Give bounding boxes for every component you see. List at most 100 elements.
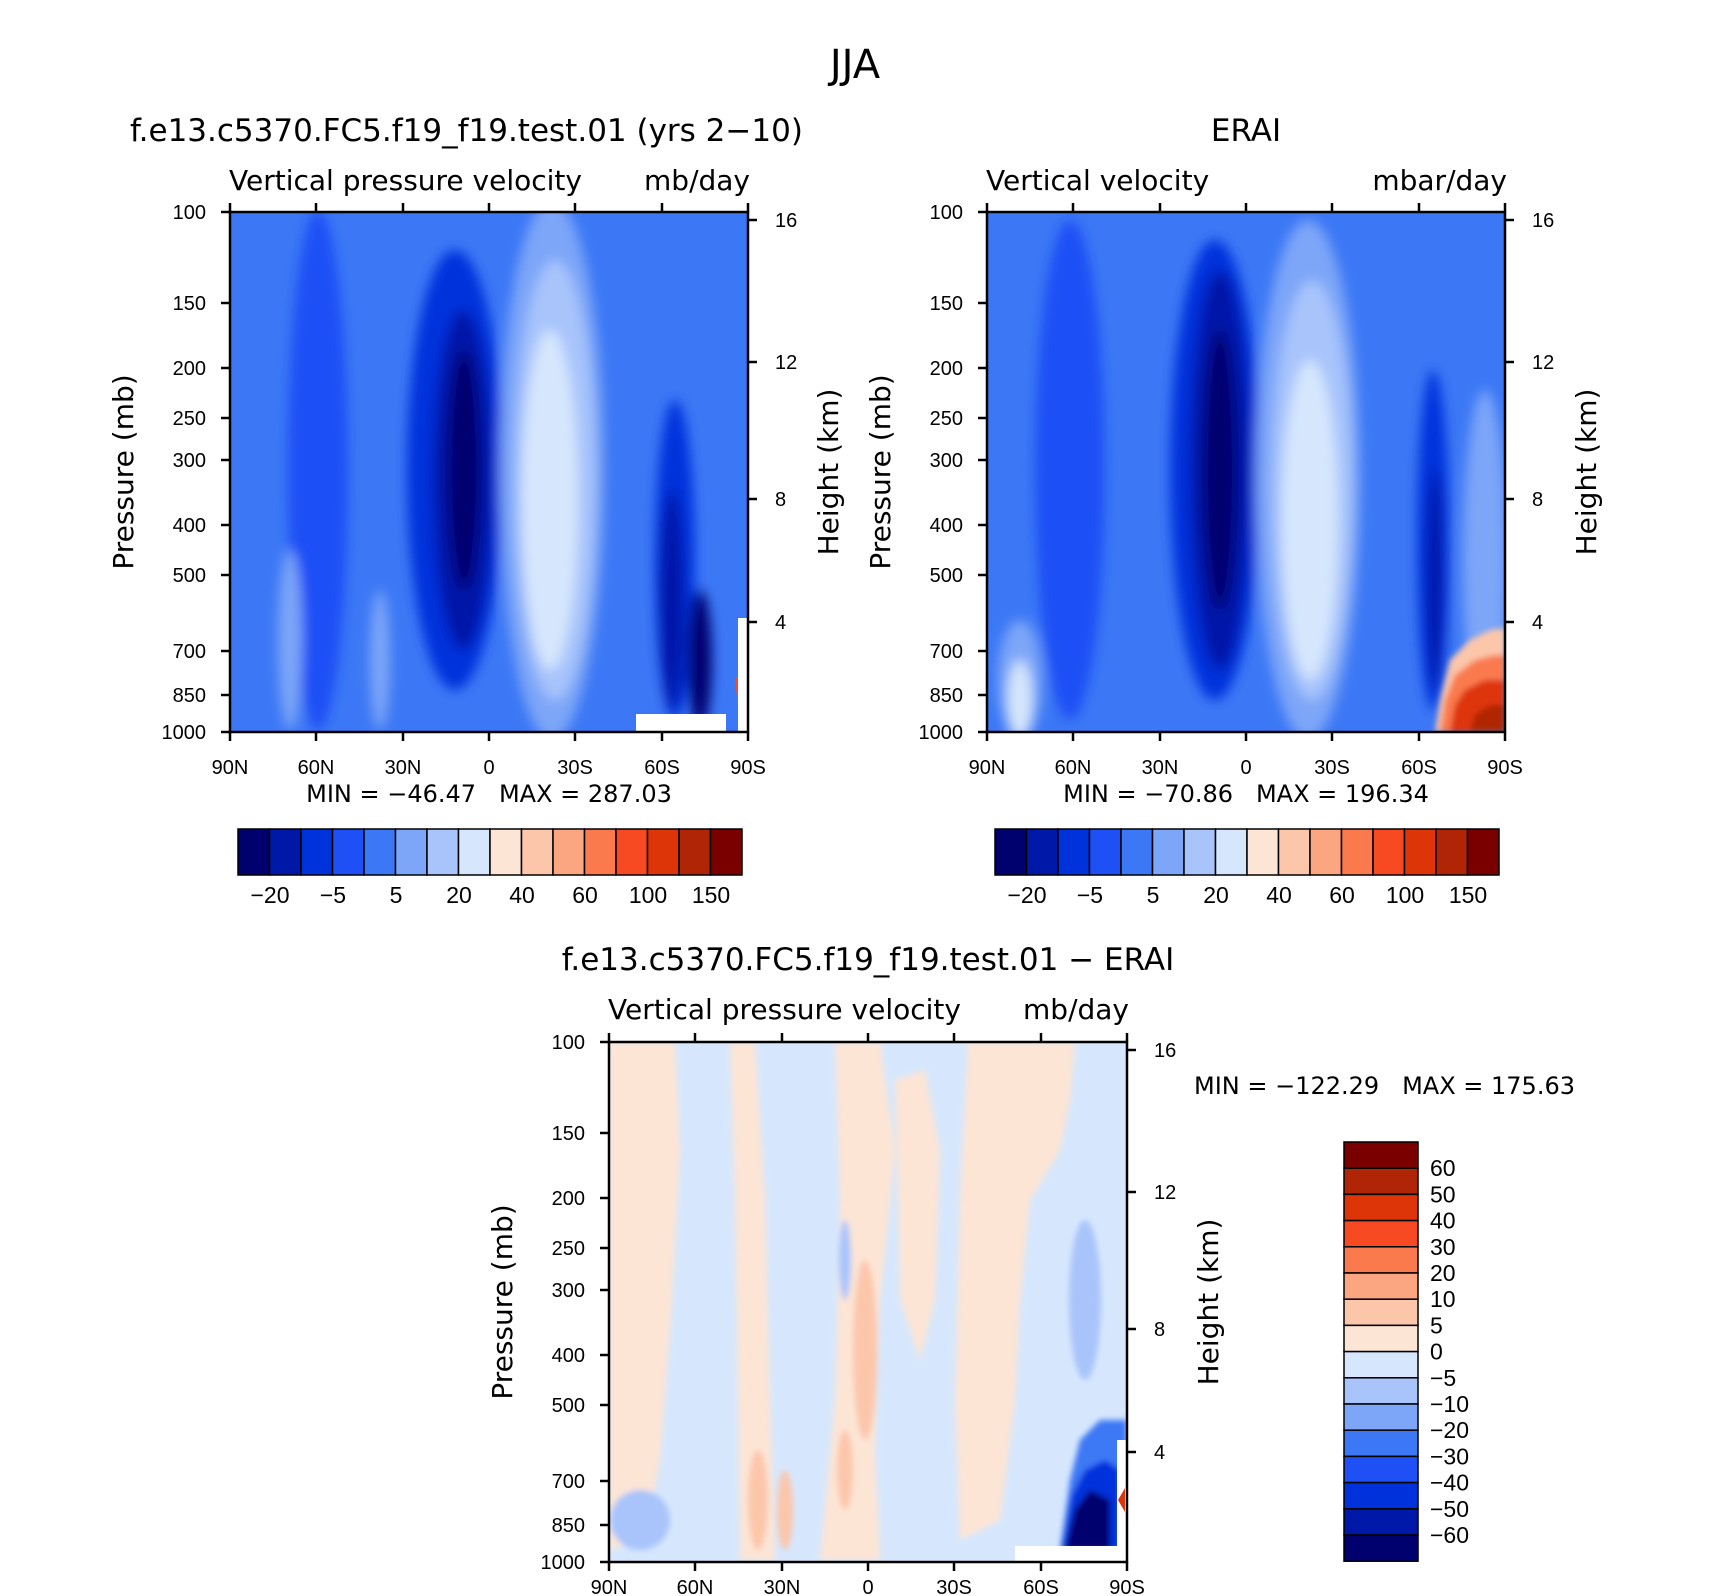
panel-model-colorbar-label: 5 bbox=[390, 882, 403, 908]
panel-model-ytick: 200 bbox=[173, 358, 206, 380]
panel-diff-ytick: 1000 bbox=[541, 1552, 586, 1574]
panel-diff-colorbar-label: 30 bbox=[1430, 1234, 1456, 1260]
panel-diff-xtick: 60S bbox=[1023, 1577, 1059, 1596]
panel-erai-colorbar-swatch bbox=[1403, 828, 1437, 876]
panel-erai-y2tick: 12 bbox=[1532, 352, 1554, 374]
panel-erai-colorbar-label: 5 bbox=[1147, 882, 1160, 908]
panel-erai-ytick: 200 bbox=[930, 358, 963, 380]
panel-diff-colorbar-label: 0 bbox=[1430, 1339, 1443, 1365]
panel-diff: f.e13.c5370.FC5.f19_f19.test.01 − ERAI V… bbox=[486, 942, 1575, 1596]
panel-diff-colorbar-swatch bbox=[1343, 1193, 1419, 1222]
panel-diff-xtick: 30S bbox=[936, 1577, 972, 1596]
panel-diff-ytick: 400 bbox=[552, 1345, 585, 1367]
panel-model-ytick: 300 bbox=[173, 450, 206, 472]
panel-diff-colorbar-label: −5 bbox=[1430, 1365, 1456, 1391]
panel-diff-colorbar-swatch bbox=[1343, 1219, 1419, 1248]
panel-erai-ytick: 300 bbox=[930, 450, 963, 472]
panel-erai-colorbar-label: 40 bbox=[1266, 882, 1292, 908]
panel-diff-colorbar-swatch bbox=[1343, 1377, 1419, 1405]
panel-erai-xtick: 30S bbox=[1314, 757, 1350, 779]
panel-erai-colorbar-label: 100 bbox=[1386, 882, 1424, 908]
panel-diff-xtick: 60N bbox=[677, 1577, 714, 1596]
panel-diff-colorbar-label: 5 bbox=[1430, 1312, 1443, 1338]
panel-diff-y2tick: 12 bbox=[1154, 1182, 1176, 1204]
panel-diff-xtick: 0 bbox=[862, 1577, 873, 1596]
panel-model-colorbar-label: 150 bbox=[692, 882, 730, 908]
panel-erai-y2tick: 4 bbox=[1532, 612, 1543, 634]
panel-diff-colorbar-swatch bbox=[1343, 1508, 1419, 1536]
panel-model-y2tick: 8 bbox=[775, 489, 786, 511]
panel-diff-colorbar bbox=[1343, 1141, 1419, 1562]
panel-diff-y2tick: 4 bbox=[1154, 1442, 1165, 1464]
panel-diff-colorbar-swatch bbox=[1343, 1534, 1419, 1562]
panel-model-colorbar-swatch bbox=[520, 828, 554, 876]
panel-model-title: f.e13.c5370.FC5.f19_f19.test.01 (yrs 2−1… bbox=[130, 113, 803, 149]
panel-model-stats: MIN = −46.47 MAX = 287.03 bbox=[306, 780, 672, 808]
panel-diff-colorbar-swatch bbox=[1343, 1272, 1419, 1300]
panel-erai-colorbar-label: −20 bbox=[1007, 882, 1046, 908]
panel-erai-xtick: 30N bbox=[1142, 757, 1179, 779]
panel-diff-colorbar-label: −20 bbox=[1430, 1417, 1469, 1443]
panel-diff-colorbar-swatch bbox=[1343, 1429, 1419, 1458]
panel-model-colorbar-swatch bbox=[552, 828, 586, 876]
panel-erai-colorbar-swatch bbox=[994, 828, 1028, 876]
panel-model-colorbar-swatch bbox=[615, 828, 649, 876]
panel-erai-colorbar-swatch bbox=[1057, 828, 1091, 876]
panel-diff-colorbar-swatch bbox=[1343, 1141, 1419, 1169]
panel-erai-colorbar-label: −5 bbox=[1077, 882, 1103, 908]
panel-erai-ytick: 500 bbox=[930, 565, 963, 587]
panel-diff-ytick: 300 bbox=[552, 1280, 585, 1302]
panel-erai-xtick: 90S bbox=[1487, 757, 1523, 779]
panel-model-y2label: Height (km) bbox=[812, 389, 845, 556]
panel-erai-colorbar-swatch bbox=[1183, 828, 1217, 876]
panel-erai-title: ERAI bbox=[1211, 113, 1281, 149]
panel-erai-left-string: Vertical velocity bbox=[986, 164, 1209, 197]
panel-diff-colorbar-swatch bbox=[1343, 1324, 1419, 1353]
panel-model-y2tick: 4 bbox=[775, 612, 786, 634]
panel-diff-colorbar-label: −60 bbox=[1430, 1522, 1469, 1548]
panel-model-colorbar bbox=[237, 828, 743, 876]
panel-diff-ytick: 850 bbox=[552, 1515, 585, 1537]
panel-erai-ytick: 250 bbox=[930, 408, 963, 430]
panel-model-xtick: 0 bbox=[483, 757, 494, 779]
panel-erai-colorbar-swatch bbox=[1309, 828, 1343, 876]
panel-diff-colorbar-label: −10 bbox=[1430, 1391, 1469, 1417]
panel-model-colorbar-swatch bbox=[646, 828, 680, 876]
panel-model-xtick: 30S bbox=[557, 757, 593, 779]
panel-model-y2tick: 16 bbox=[775, 210, 797, 232]
panel-diff-ytick: 150 bbox=[552, 1123, 585, 1145]
panel-erai-ytick: 100 bbox=[930, 202, 963, 224]
panel-model-right-string: mb/day bbox=[644, 164, 750, 197]
panel-model-colorbar-swatch bbox=[709, 828, 743, 876]
panel-diff-colorbar-label: 50 bbox=[1430, 1181, 1456, 1207]
panel-diff-ytick: 500 bbox=[552, 1395, 585, 1417]
panel-diff-colorbar-label: 20 bbox=[1430, 1260, 1456, 1286]
panel-diff-left-string: Vertical pressure velocity bbox=[608, 993, 961, 1026]
panel-diff-colorbar-swatch bbox=[1343, 1403, 1419, 1431]
panel-model-left-string: Vertical pressure velocity bbox=[229, 164, 582, 197]
panel-model-colorbar-swatch bbox=[268, 828, 302, 876]
panel-erai-xtick: 90N bbox=[969, 757, 1006, 779]
panel-diff-colorbar-label: 60 bbox=[1430, 1155, 1456, 1181]
panel-diff-ytick: 250 bbox=[552, 1238, 585, 1260]
panel-model-colorbar-label: 20 bbox=[446, 882, 472, 908]
panel-model-colorbar-swatch bbox=[331, 828, 365, 876]
panel-model: f.e13.c5370.FC5.f19_f19.test.01 (yrs 2−1… bbox=[107, 113, 845, 908]
panel-model-ytick: 700 bbox=[173, 641, 206, 663]
panel-erai-xtick: 60N bbox=[1055, 757, 1092, 779]
panel-model-colorbar-label: 100 bbox=[629, 882, 667, 908]
panel-model-xtick: 60N bbox=[298, 757, 335, 779]
panel-erai-y2tick: 16 bbox=[1532, 210, 1554, 232]
panel-erai-right-string: mbar/day bbox=[1372, 164, 1507, 197]
panel-model-ytick: 150 bbox=[173, 293, 206, 315]
panel-diff-y2tick: 8 bbox=[1154, 1319, 1165, 1341]
panel-diff-ytick: 700 bbox=[552, 1471, 585, 1493]
panel-erai-colorbar-swatch bbox=[1214, 828, 1248, 876]
panel-diff-colorbar-label: −50 bbox=[1430, 1496, 1469, 1522]
panel-erai-y2label: Height (km) bbox=[1570, 389, 1603, 556]
panel-model-colorbar-swatch bbox=[363, 828, 397, 876]
panel-erai-colorbar-swatch bbox=[1372, 828, 1406, 876]
panel-erai-field bbox=[987, 212, 1505, 732]
panel-diff-title: f.e13.c5370.FC5.f19_f19.test.01 − ERAI bbox=[562, 942, 1175, 978]
